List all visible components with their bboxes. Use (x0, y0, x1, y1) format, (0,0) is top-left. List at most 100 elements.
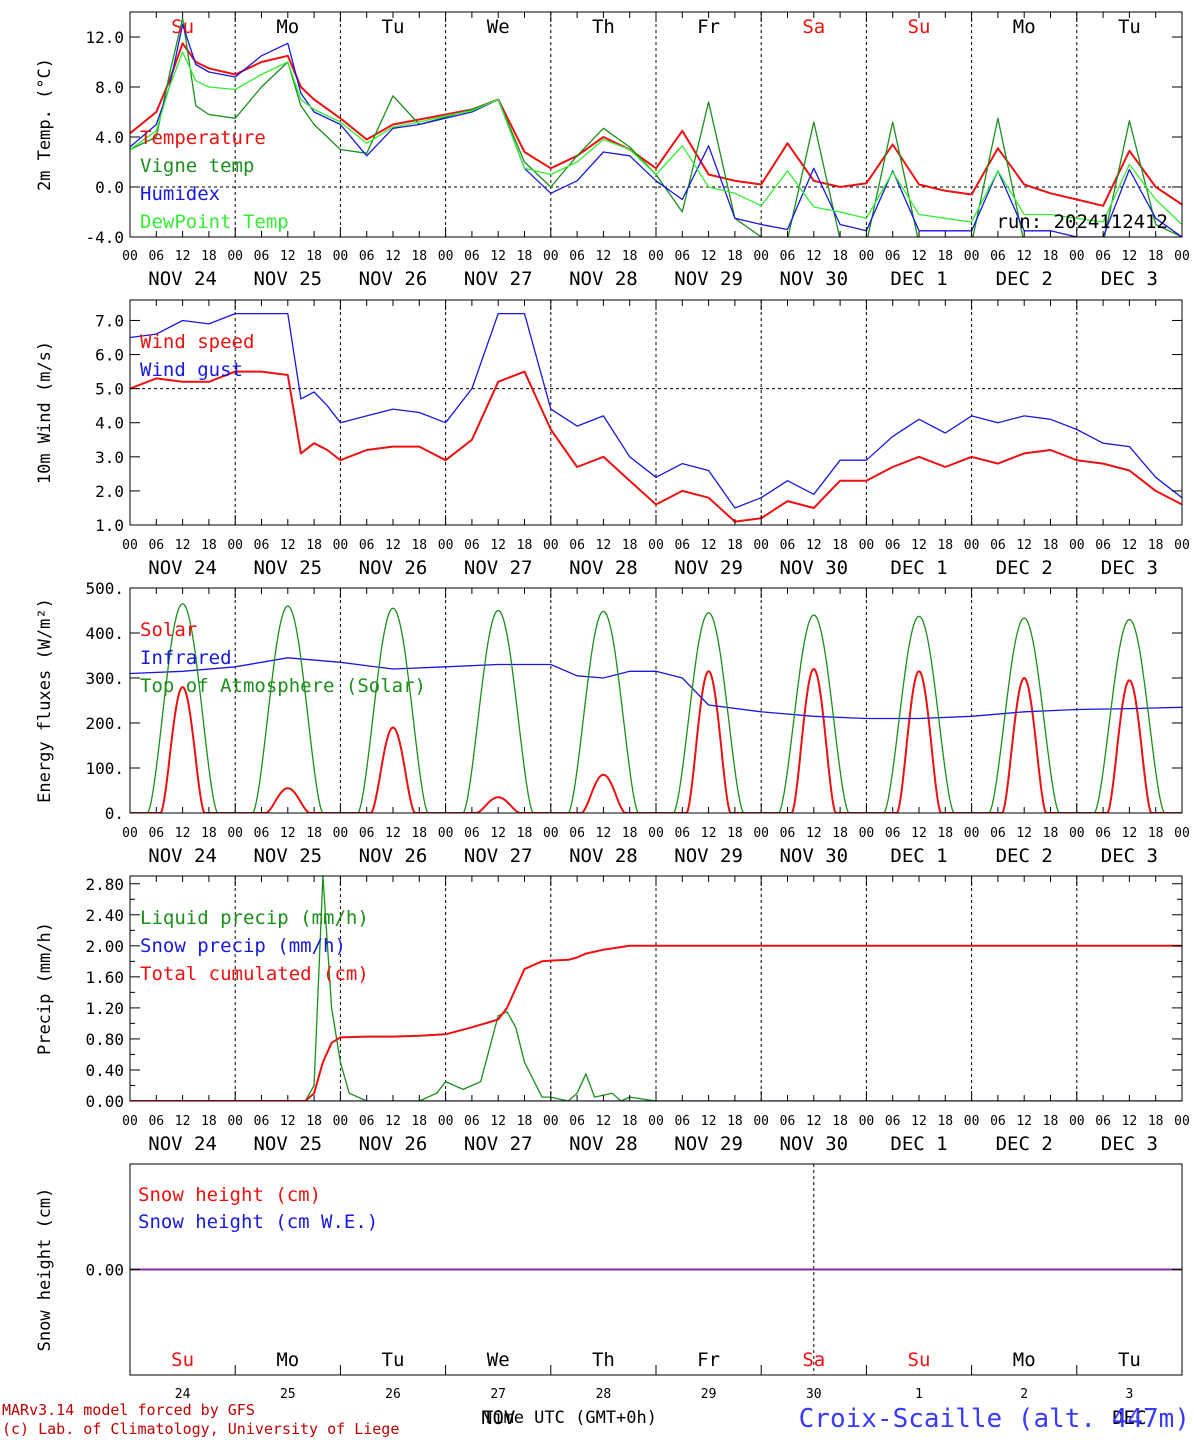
x-tick-label: 00 (333, 826, 349, 841)
day-number: 27 (490, 1387, 506, 1402)
x-tick-label: 18 (1043, 1114, 1059, 1129)
date-label: NOV 24 (148, 557, 217, 579)
y-tick-label: 2.80 (85, 875, 124, 894)
y-axis-title: Energy fluxes (W/m²) (35, 598, 55, 803)
y-tick-label: 4.0 (95, 414, 124, 433)
x-tick-label: 06 (254, 538, 270, 553)
x-tick-label: 12 (1016, 538, 1032, 553)
x-tick-label: 00 (438, 1114, 454, 1129)
x-tick-label: 06 (569, 826, 585, 841)
y-tick-label: 12.0 (85, 28, 124, 47)
day-label: Tu (382, 1349, 405, 1371)
x-tick-label: 12 (175, 1114, 191, 1129)
copyright-credit: (c) Lab. of Climatology, University of L… (2, 1420, 399, 1438)
x-tick-label: 06 (885, 1114, 901, 1129)
legend-label: Solar (140, 619, 197, 641)
x-tick-label: 00 (859, 249, 875, 264)
date-label: NOV 30 (779, 268, 848, 290)
x-tick-label: 12 (806, 826, 822, 841)
x-tick-label: 06 (148, 249, 164, 264)
x-tick-label: 18 (832, 1114, 848, 1129)
y-axis-title: Snow height (cm) (35, 1188, 55, 1352)
x-tick-label: 18 (622, 538, 638, 553)
x-tick-label: 18 (517, 249, 533, 264)
date-label: NOV 27 (464, 557, 533, 579)
date-label: NOV 26 (359, 1133, 428, 1155)
month-label: DEC (1112, 1407, 1146, 1429)
x-tick-label: 18 (622, 1114, 638, 1129)
x-tick-label: 06 (674, 249, 690, 264)
series-line-infrared (130, 657, 1182, 720)
date-label: NOV 27 (464, 845, 533, 867)
x-tick-label: 12 (596, 1114, 612, 1129)
day-number: 25 (280, 1387, 296, 1402)
y-tick-label: 300. (85, 669, 124, 688)
x-tick-label: 00 (333, 538, 349, 553)
day-number: 1 (915, 1387, 923, 1402)
x-tick-label: 18 (832, 249, 848, 264)
x-tick-label: 12 (806, 249, 822, 264)
x-tick-label: 00 (438, 826, 454, 841)
x-tick-label: 18 (727, 1114, 743, 1129)
x-tick-label: 00 (648, 538, 664, 553)
x-tick-label: 12 (701, 249, 717, 264)
x-tick-label: 12 (806, 538, 822, 553)
x-tick-label: 12 (175, 826, 191, 841)
x-tick-label: 12 (1122, 249, 1138, 264)
x-tick-label: 12 (175, 249, 191, 264)
series-line-humidex (130, 23, 1182, 237)
x-tick-label: 00 (753, 249, 769, 264)
x-tick-label: 06 (990, 826, 1006, 841)
x-tick-label: 12 (701, 826, 717, 841)
x-tick-label: 00 (648, 826, 664, 841)
day-label: Fr (697, 16, 720, 38)
y-tick-label: 1.20 (85, 999, 124, 1018)
x-tick-label: 06 (359, 1114, 375, 1129)
x-tick-label: 00 (1174, 538, 1190, 553)
y-tick-label: 200. (85, 714, 124, 733)
x-tick-label: 18 (1148, 249, 1164, 264)
y-tick-label: 100. (85, 759, 124, 778)
x-tick-label: 12 (385, 538, 401, 553)
x-tick-label: 00 (122, 826, 138, 841)
x-tick-label: 18 (1148, 826, 1164, 841)
x-tick-label: 06 (1095, 826, 1111, 841)
x-tick-label: 06 (990, 538, 1006, 553)
x-tick-label: 00 (1069, 1114, 1085, 1129)
x-tick-label: 00 (543, 826, 559, 841)
y-tick-label: 2.00 (85, 937, 124, 956)
day-label: Su (171, 16, 194, 38)
x-tick-label: 00 (648, 1114, 664, 1129)
x-tick-label: 06 (990, 249, 1006, 264)
date-label: DEC 3 (1101, 845, 1158, 867)
x-tick-label: 06 (885, 538, 901, 553)
series-line-top-of-atmosphere-solar- (130, 603, 1182, 813)
date-label: NOV 28 (569, 845, 638, 867)
x-tick-label: 00 (333, 249, 349, 264)
x-tick-label: 12 (385, 826, 401, 841)
x-tick-label: 12 (280, 1114, 296, 1129)
x-tick-label: 06 (780, 1114, 796, 1129)
x-tick-label: 18 (306, 826, 322, 841)
station-name: Croix-Scaille (alt. 447m) (799, 1404, 1190, 1434)
x-tick-label: 06 (1095, 538, 1111, 553)
x-tick-label: 12 (1016, 826, 1032, 841)
legend-label: Vigne temp (140, 155, 254, 177)
x-tick-label: 18 (727, 249, 743, 264)
day-number: 2 (1020, 1387, 1028, 1402)
series-line-liquid-precip-mm-h- (130, 876, 1182, 1101)
x-tick-label: 00 (333, 1114, 349, 1129)
x-tick-label: 00 (1069, 249, 1085, 264)
x-tick-label: 00 (438, 249, 454, 264)
x-tick-label: 00 (227, 826, 243, 841)
x-tick-label: 00 (753, 1114, 769, 1129)
time-axis-title: Time UTC (GMT+0h) (483, 1408, 657, 1428)
x-tick-label: 06 (148, 538, 164, 553)
x-tick-label: 00 (1174, 249, 1190, 264)
x-tick-label: 00 (859, 1114, 875, 1129)
x-tick-label: 18 (201, 249, 217, 264)
legend-label: Liquid precip (mm/h) (140, 907, 369, 929)
x-tick-label: 06 (885, 249, 901, 264)
date-label: DEC 3 (1101, 1133, 1158, 1155)
x-tick-label: 12 (490, 1114, 506, 1129)
